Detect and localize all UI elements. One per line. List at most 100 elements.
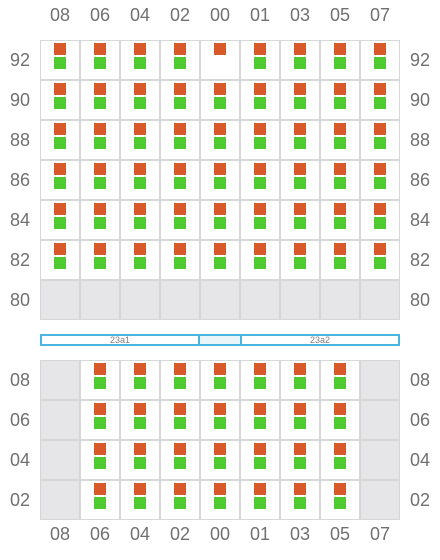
upper-square-marker (334, 403, 346, 415)
lower-square-marker (294, 417, 306, 429)
upper-square-marker (334, 83, 346, 95)
empty-cell (40, 480, 80, 520)
grid-cell (120, 40, 160, 80)
column-label-bottom: 03 (289, 524, 311, 544)
empty-cell (40, 280, 80, 320)
grid-cell (280, 40, 320, 80)
grid-cell (320, 120, 360, 160)
column-label-bottom: 07 (369, 524, 391, 544)
upper-square-marker (134, 83, 146, 95)
grid-cell (240, 40, 280, 80)
upper-square-marker (254, 123, 266, 135)
upper-square-marker (334, 43, 346, 55)
grid-cell (120, 80, 160, 120)
grid-cell (40, 200, 80, 240)
upper-square-marker (134, 363, 146, 375)
column-label-top: 02 (169, 5, 191, 25)
grid-cell (80, 80, 120, 120)
grid-cell (80, 400, 120, 440)
lower-square-marker (214, 377, 226, 389)
empty-cell (360, 440, 400, 480)
column-label-bottom: 04 (129, 524, 151, 544)
grid-cell (160, 120, 200, 160)
lower-square-marker (334, 417, 346, 429)
lower-square-marker (54, 57, 66, 69)
lower-square-marker (334, 497, 346, 509)
column-label-top: 05 (329, 5, 351, 25)
grid-cell (320, 440, 360, 480)
upper-square-marker (174, 443, 186, 455)
lower-square-marker (94, 177, 106, 189)
grid-cell (80, 240, 120, 280)
grid-cell (200, 240, 240, 280)
divider-label-left: 23a1 (109, 335, 131, 345)
divider-segment-left: 23a1 (40, 334, 200, 346)
row-label-right: 04 (409, 450, 431, 470)
upper-square-marker (134, 483, 146, 495)
upper-square-marker (54, 243, 66, 255)
lower-square-marker (294, 257, 306, 269)
lower-square-marker (134, 457, 146, 469)
grid-cell (40, 240, 80, 280)
grid-cell (200, 480, 240, 520)
column-label-bottom: 00 (209, 524, 231, 544)
lower-square-marker (174, 137, 186, 149)
lower-square-marker (174, 257, 186, 269)
column-label-top: 04 (129, 5, 151, 25)
row-label-left: 90 (9, 90, 31, 110)
lower-square-marker (134, 97, 146, 109)
grid-cell (40, 40, 80, 80)
grid-cell (120, 480, 160, 520)
upper-square-marker (374, 203, 386, 215)
empty-cell (40, 360, 80, 400)
grid-cell (160, 80, 200, 120)
lower-square-marker (254, 457, 266, 469)
grid-cell (280, 80, 320, 120)
grid-cell (240, 80, 280, 120)
upper-square-marker (254, 403, 266, 415)
upper-square-marker (334, 123, 346, 135)
divider-segment-right: 23a2 (240, 334, 400, 346)
grid-cell (360, 40, 400, 80)
upper-square-marker (214, 363, 226, 375)
row-label-right: 84 (409, 210, 431, 230)
upper-square-marker (214, 403, 226, 415)
upper-square-marker (214, 43, 226, 55)
upper-square-marker (94, 403, 106, 415)
upper-square-marker (254, 203, 266, 215)
upper-square-marker (374, 163, 386, 175)
lower-square-marker (294, 457, 306, 469)
upper-square-marker (174, 123, 186, 135)
grid-cell (360, 120, 400, 160)
column-label-bottom: 08 (49, 524, 71, 544)
upper-square-marker (294, 243, 306, 255)
lower-square-marker (294, 137, 306, 149)
column-label-bottom: 02 (169, 524, 191, 544)
grid-cell (160, 480, 200, 520)
row-label-left: 82 (9, 250, 31, 270)
lower-square-marker (174, 97, 186, 109)
row-label-right: 86 (409, 170, 431, 190)
grid-cell (320, 360, 360, 400)
grid-cell (360, 160, 400, 200)
upper-square-marker (214, 243, 226, 255)
lower-square-marker (294, 217, 306, 229)
row-label-right: 90 (409, 90, 431, 110)
upper-grid (40, 40, 400, 320)
upper-square-marker (214, 123, 226, 135)
lower-square-marker (334, 137, 346, 149)
lower-square-marker (94, 417, 106, 429)
lower-square-marker (94, 137, 106, 149)
lower-square-marker (174, 417, 186, 429)
upper-square-marker (334, 203, 346, 215)
grid-cell (200, 40, 240, 80)
empty-cell (360, 480, 400, 520)
row-label-left: 02 (9, 490, 31, 510)
grid-cell (360, 80, 400, 120)
lower-square-marker (334, 97, 346, 109)
grid-cell (320, 200, 360, 240)
row-label-left: 04 (9, 450, 31, 470)
grid-cell (360, 240, 400, 280)
grid-cell (80, 40, 120, 80)
empty-cell (120, 280, 160, 320)
